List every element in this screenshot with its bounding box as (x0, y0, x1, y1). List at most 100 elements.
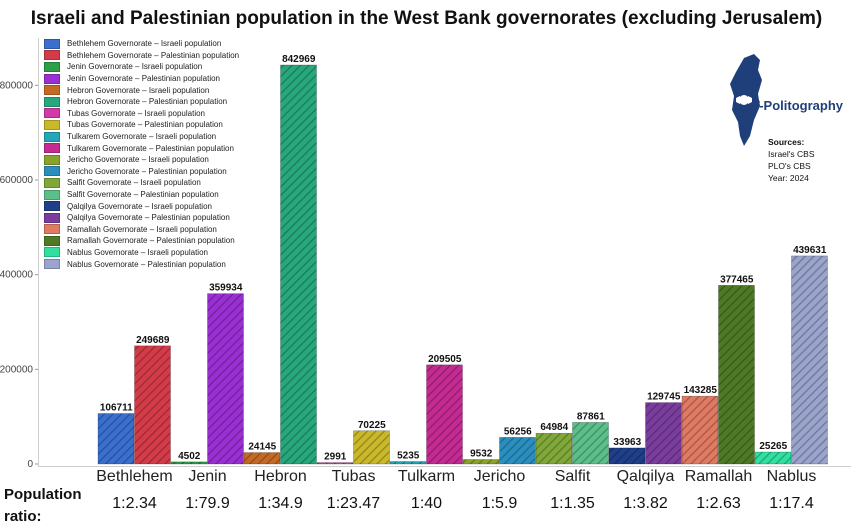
legend-swatch (44, 85, 60, 96)
bar (791, 255, 828, 465)
bar (718, 285, 755, 465)
x-tick-label: Hebron (254, 468, 307, 485)
legend-swatch (44, 108, 60, 119)
population-ratio: 1:79.9 (185, 495, 230, 512)
bar (353, 430, 390, 465)
source-line: Israel's CBS (768, 149, 815, 159)
legend-swatch (44, 73, 60, 84)
data-label: 4502 (178, 451, 201, 462)
population-ratio: 1:34.9 (258, 495, 303, 512)
legend-item: Salfit Governorate – Palestinian populat… (44, 189, 274, 201)
bar (426, 364, 463, 465)
bar (499, 437, 536, 465)
data-label: 25265 (759, 441, 787, 452)
data-label: 33963 (613, 437, 641, 448)
legend-item: Ramallah Governorate – Israeli populatio… (44, 224, 274, 236)
legend-swatch (44, 154, 60, 165)
legend-item: Tulkarem Governorate – Palestinian popul… (44, 142, 274, 154)
bar (207, 293, 244, 465)
y-tick-label: 0 (27, 459, 33, 470)
data-label: 2991 (324, 452, 347, 463)
sources-heading: Sources: (768, 137, 805, 147)
bar (170, 461, 208, 465)
source-line: PLO's CBS (768, 161, 811, 171)
legend-label: Tulkarem Governorate – Palestinian popul… (67, 143, 234, 153)
legend-swatch (44, 189, 60, 200)
data-label: 842969 (282, 54, 316, 65)
legend-item: Jenin Governorate – Palestinian populati… (44, 73, 274, 85)
data-label: 56256 (504, 426, 532, 437)
population-ratio: 1:3.82 (623, 495, 668, 512)
bar (243, 452, 281, 465)
legend-item: Tubas Governorate – Palestinian populati… (44, 119, 274, 131)
legend-swatch (44, 224, 60, 235)
legend-label: Jericho Governorate – Israeli population (67, 155, 209, 165)
legend-swatch (44, 212, 60, 223)
data-label: 439631 (793, 245, 827, 256)
x-tick-label: Nablus (766, 468, 817, 485)
data-label: 143285 (684, 385, 718, 396)
legend-label: Qalqilya Governorate – Palestinian popul… (67, 213, 230, 223)
bar (280, 64, 317, 465)
chart-title: Israeli and Palestinian population in th… (30, 8, 823, 29)
legend-swatch (44, 235, 60, 246)
legend-item: Ramallah Governorate – Palestinian popul… (44, 235, 274, 247)
x-tick-label: Tubas (331, 468, 376, 485)
legend-swatch (44, 50, 60, 61)
legend-swatch (44, 96, 60, 107)
x-tick-label: Jenin (188, 468, 227, 485)
legend-label: Ramallah Governorate – Israeli populatio… (67, 224, 217, 234)
legend-label: Salfit Governorate – Israeli population (67, 178, 201, 188)
legend-item: Hebron Governorate – Palestinian populat… (44, 96, 274, 108)
legend-label: Jenin Governorate – Israeli population (67, 62, 203, 72)
legend-label: Jericho Governorate – Palestinian popula… (67, 166, 227, 176)
legend-label: Bethlehem Governorate – Israeli populati… (67, 39, 222, 49)
x-tick-label: Salfit (554, 468, 591, 485)
bar-chart: 0 200000 400000 600000 800000 106711 249689 45… (0, 54, 828, 470)
bar (134, 345, 171, 465)
bar (754, 451, 792, 465)
legend-swatch (44, 166, 60, 177)
bar (681, 395, 719, 465)
data-label: 359934 (209, 283, 243, 294)
logo-text: T-Politography (752, 98, 843, 113)
legend-label: Tubas Governorate – Palestinian populati… (67, 120, 223, 130)
legend-label: Tubas Governorate – Israeli population (67, 108, 206, 118)
legend-swatch (44, 38, 60, 49)
legend-swatch (44, 247, 60, 258)
legend-swatch (44, 177, 60, 188)
bar (389, 461, 427, 465)
y-axis: 0 200000 400000 600000 800000 (0, 80, 38, 470)
bar (645, 402, 682, 465)
y-tick-label: 400000 (0, 270, 33, 281)
legend-item: Tubas Governorate – Israeli population (44, 108, 274, 120)
bar (572, 422, 609, 465)
data-label: 129745 (647, 392, 681, 403)
legend-item: Salfit Governorate – Israeli population (44, 177, 274, 189)
legend-swatch (44, 201, 60, 212)
legend-item: Nablus Governorate – Palestinian populat… (44, 258, 274, 270)
bar (535, 432, 573, 465)
legend-item: Bethlehem Governorate – Israeli populati… (44, 38, 274, 50)
legend-label: Hebron Governorate – Israeli population (67, 85, 210, 95)
legend-label: Jenin Governorate – Palestinian populati… (67, 74, 220, 84)
data-label: 64984 (540, 422, 568, 433)
source-line: Year: 2024 (768, 173, 809, 183)
legend-item: Nablus Governorate – Israeli population (44, 247, 274, 259)
population-ratio-title: Population ratio: (4, 486, 82, 525)
west-bank-map-icon (730, 54, 762, 146)
plot-area (38, 38, 851, 467)
legend-swatch (44, 119, 60, 130)
data-label: 70225 (358, 420, 386, 431)
bar (608, 447, 646, 465)
legend-label: Salfit Governorate – Palestinian populat… (67, 190, 219, 200)
legend-label: Nablus Governorate – Israeli population (67, 247, 208, 257)
bars-group (97, 64, 828, 465)
data-label: 87861 (577, 411, 605, 422)
x-tick-label: Ramallah (684, 468, 753, 485)
legend-item: Qalqilya Governorate – Israeli populatio… (44, 200, 274, 212)
legend-label: Ramallah Governorate – Palestinian popul… (67, 236, 235, 246)
legend-item: Hebron Governorate – Israeli population (44, 84, 274, 96)
x-tick-label: Bethlehem (96, 468, 173, 485)
population-ratio: 1:40 (410, 495, 443, 512)
